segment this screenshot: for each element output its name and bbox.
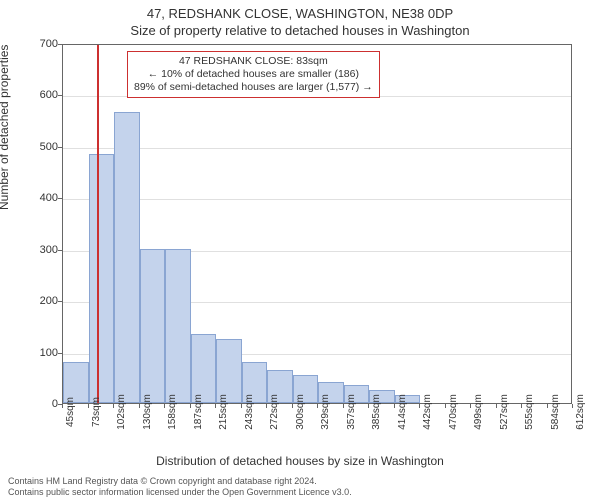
x-tick-label: 272sqm bbox=[269, 394, 280, 430]
annotation-box: 47 REDSHANK CLOSE: 83sqm← 10% of detache… bbox=[127, 51, 380, 98]
y-tick-label: 300 bbox=[28, 244, 58, 256]
x-tick-mark bbox=[317, 404, 318, 408]
histogram-bar bbox=[114, 112, 140, 403]
y-tick-label: 500 bbox=[28, 141, 58, 153]
y-tick-label: 0 bbox=[28, 398, 58, 410]
x-tick-mark bbox=[164, 404, 165, 408]
y-tick-mark bbox=[58, 95, 62, 96]
x-tick-mark bbox=[266, 404, 267, 408]
y-tick-mark bbox=[58, 301, 62, 302]
footer-line1: Contains HM Land Registry data © Crown c… bbox=[8, 476, 352, 487]
annotation-line1: 47 REDSHANK CLOSE: 83sqm bbox=[134, 55, 373, 68]
x-tick-mark bbox=[292, 404, 293, 408]
y-tick-label: 200 bbox=[28, 295, 58, 307]
x-tick-mark bbox=[547, 404, 548, 408]
x-tick-mark bbox=[419, 404, 420, 408]
x-tick-mark bbox=[521, 404, 522, 408]
footer-attribution: Contains HM Land Registry data © Crown c… bbox=[8, 476, 352, 498]
y-tick-mark bbox=[58, 250, 62, 251]
histogram-bar bbox=[191, 334, 217, 403]
x-tick-mark bbox=[445, 404, 446, 408]
property-marker-line bbox=[97, 45, 99, 403]
y-tick-label: 600 bbox=[28, 89, 58, 101]
x-tick-label: 300sqm bbox=[295, 394, 306, 430]
x-tick-label: 187sqm bbox=[193, 394, 204, 430]
x-tick-mark bbox=[368, 404, 369, 408]
y-axis-label: Number of detached properties bbox=[0, 45, 11, 210]
annotation-line2: ← 10% of detached houses are smaller (18… bbox=[134, 68, 373, 81]
x-tick-label: 470sqm bbox=[448, 394, 459, 430]
x-tick-mark bbox=[572, 404, 573, 408]
x-tick-label: 329sqm bbox=[320, 394, 331, 430]
x-tick-mark bbox=[470, 404, 471, 408]
chart-title-line1: 47, REDSHANK CLOSE, WASHINGTON, NE38 0DP bbox=[0, 0, 600, 21]
x-tick-mark bbox=[241, 404, 242, 408]
x-tick-mark bbox=[62, 404, 63, 408]
x-tick-mark bbox=[88, 404, 89, 408]
y-tick-label: 700 bbox=[28, 38, 58, 50]
x-tick-mark bbox=[190, 404, 191, 408]
x-tick-label: 499sqm bbox=[473, 394, 484, 430]
x-tick-label: 555sqm bbox=[524, 394, 535, 430]
x-tick-label: 357sqm bbox=[346, 394, 357, 430]
x-tick-label: 102sqm bbox=[116, 394, 127, 430]
y-tick-mark bbox=[58, 44, 62, 45]
x-tick-label: 414sqm bbox=[397, 394, 408, 430]
annotation-line3: 89% of semi-detached houses are larger (… bbox=[134, 81, 373, 94]
y-tick-mark bbox=[58, 147, 62, 148]
x-tick-mark bbox=[215, 404, 216, 408]
x-tick-mark bbox=[496, 404, 497, 408]
x-tick-label: 130sqm bbox=[142, 394, 153, 430]
y-tick-label: 100 bbox=[28, 347, 58, 359]
x-tick-mark bbox=[113, 404, 114, 408]
x-tick-label: 584sqm bbox=[550, 394, 561, 430]
x-tick-mark bbox=[139, 404, 140, 408]
y-tick-mark bbox=[58, 353, 62, 354]
histogram-bar bbox=[165, 249, 191, 403]
x-tick-mark bbox=[343, 404, 344, 408]
histogram-bar bbox=[140, 249, 166, 403]
x-tick-label: 243sqm bbox=[244, 394, 255, 430]
x-axis-label: Distribution of detached houses by size … bbox=[0, 454, 600, 468]
x-tick-label: 527sqm bbox=[499, 394, 510, 430]
x-tick-label: 442sqm bbox=[422, 394, 433, 430]
y-tick-mark bbox=[58, 198, 62, 199]
x-tick-label: 612sqm bbox=[575, 394, 586, 430]
x-tick-label: 158sqm bbox=[167, 394, 178, 430]
x-tick-mark bbox=[394, 404, 395, 408]
x-tick-label: 215sqm bbox=[218, 394, 229, 430]
chart-title-line2: Size of property relative to detached ho… bbox=[0, 21, 600, 38]
y-tick-label: 400 bbox=[28, 192, 58, 204]
x-tick-label: 385sqm bbox=[371, 394, 382, 430]
x-tick-label: 45sqm bbox=[65, 397, 76, 427]
x-tick-label: 73sqm bbox=[91, 397, 102, 427]
footer-line2: Contains public sector information licen… bbox=[8, 487, 352, 498]
chart-plot-area: 47 REDSHANK CLOSE: 83sqm← 10% of detache… bbox=[62, 44, 572, 404]
histogram-bar bbox=[89, 154, 115, 403]
